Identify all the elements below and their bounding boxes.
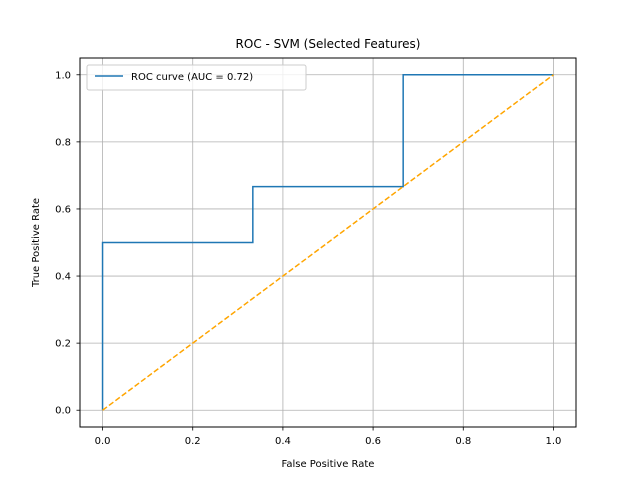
x-tick-label: 0.4 bbox=[275, 436, 291, 447]
legend-box bbox=[86, 64, 307, 91]
y-tick-label: 0.0 bbox=[55, 406, 71, 417]
x-tick-label: 0.0 bbox=[95, 436, 111, 447]
legend-label-roc: ROC curve (AUC = 0.72) bbox=[131, 72, 253, 83]
plot-area-frame bbox=[79, 57, 577, 428]
x-tick-label: 0.2 bbox=[185, 436, 201, 447]
y-tick-label: 0.8 bbox=[55, 137, 71, 148]
legend: ROC curve (AUC = 0.72) bbox=[86, 64, 307, 91]
tick-layer: 0.0 0.2 0.4 0.6 0.8 1.0 0.0 0.2 0.4 0.6 0.8 1.0 bbox=[55, 70, 561, 447]
y-tick-label: 0.2 bbox=[55, 339, 71, 350]
x-tick-label: 0.6 bbox=[365, 436, 381, 447]
chance-diagonal-line bbox=[102, 74, 554, 411]
y-tick-label: 1.0 bbox=[55, 70, 71, 81]
y-tick-label: 0.6 bbox=[55, 204, 71, 215]
chart-title: ROC - SVM (Selected Features) bbox=[236, 37, 421, 51]
roc-curve-line bbox=[101, 74, 554, 411]
x-tick-label: 0.8 bbox=[455, 436, 471, 447]
y-axis-label: True Positive Rate bbox=[31, 198, 42, 288]
y-tick-label: 0.4 bbox=[55, 272, 71, 283]
x-axis-label: False Positive Rate bbox=[282, 459, 375, 470]
x-tick-label: 1.0 bbox=[546, 436, 562, 447]
series-layer bbox=[101, 74, 554, 411]
